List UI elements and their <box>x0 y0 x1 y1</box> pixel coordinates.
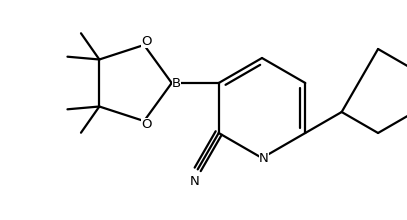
Text: N: N <box>190 175 199 188</box>
Text: O: O <box>141 117 151 130</box>
Text: B: B <box>172 77 181 90</box>
Text: N: N <box>259 152 269 165</box>
Text: O: O <box>141 35 151 48</box>
